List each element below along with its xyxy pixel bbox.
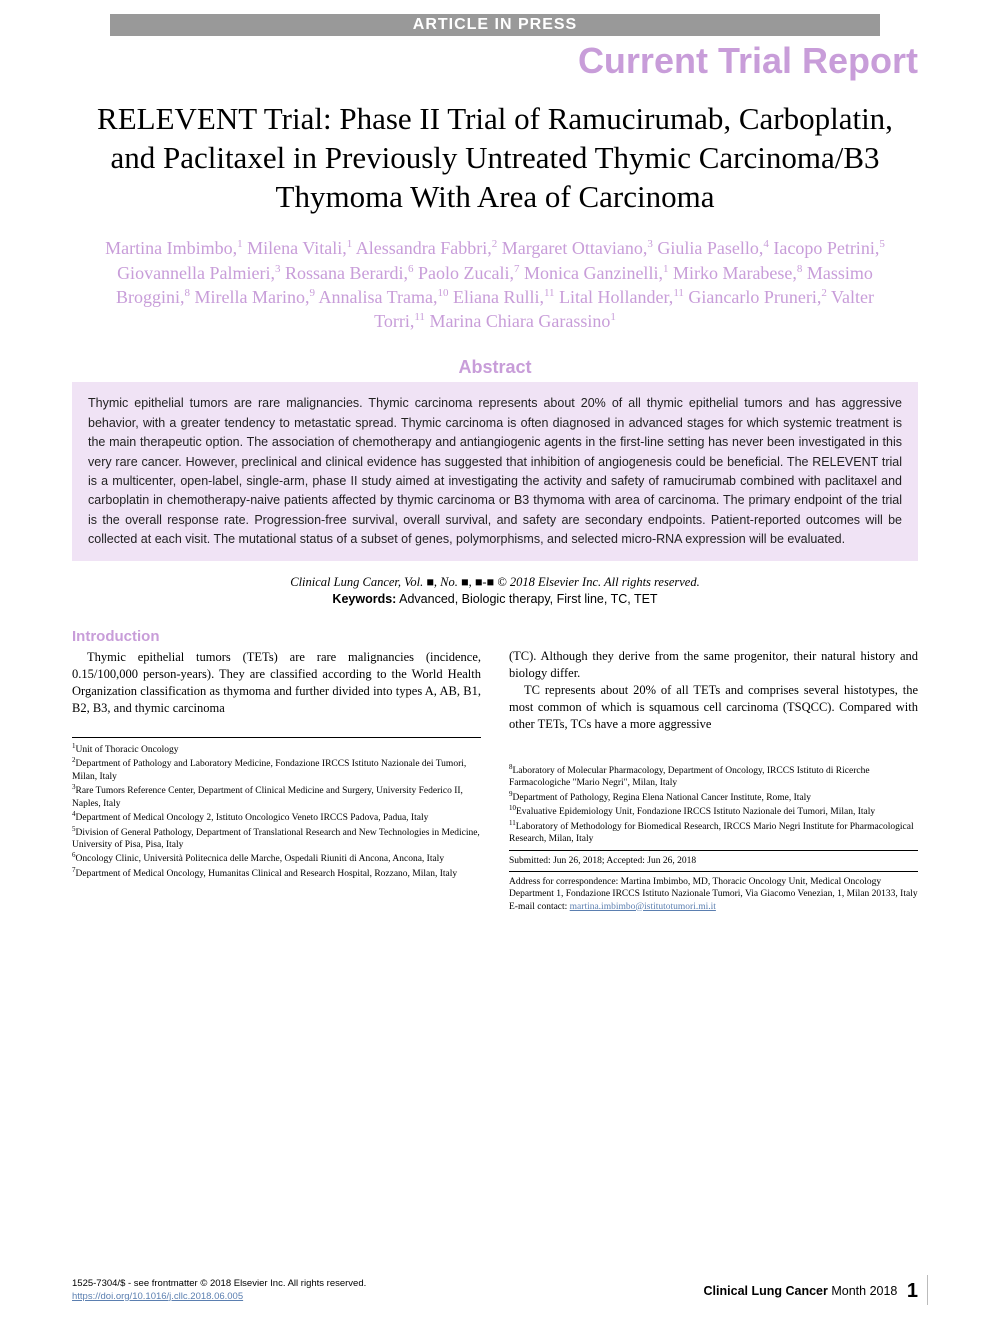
- divider: [509, 871, 918, 872]
- citation-copyright: © 2018 Elsevier Inc. All rights reserved…: [497, 575, 700, 589]
- correspondence-block: Address for correspondence: Martina Imbi…: [509, 876, 918, 913]
- affiliation-item: 9Department of Pathology, Regina Elena N…: [509, 790, 918, 805]
- affiliations-right: 8Laboratory of Molecular Pharmacology, D…: [509, 763, 918, 913]
- intro-para-2: (TC). Although they derive from the same…: [509, 648, 918, 682]
- affiliation-item: 11Laboratory of Methodology for Biomedic…: [509, 819, 918, 846]
- intro-right-text: (TC). Although they derive from the same…: [509, 648, 918, 732]
- email-label: E-mail contact:: [509, 902, 567, 912]
- affiliation-item: 3Rare Tumors Reference Center, Departmen…: [72, 783, 481, 810]
- affiliations-left: 1Unit of Thoracic Oncology2Department of…: [72, 737, 481, 881]
- citation-journal: Clinical Lung Cancer: [290, 575, 398, 589]
- divider: [509, 850, 918, 851]
- affiliation-item: 6Oncology Clinic, Università Politecnica…: [72, 851, 481, 866]
- affiliation-item: 10Evaluative Epidemiology Unit, Fondazio…: [509, 804, 918, 819]
- footer-left: 1525-7304/$ - see frontmatter © 2018 Els…: [72, 1278, 366, 1303]
- footer-journal: Clinical Lung Cancer: [704, 1284, 828, 1298]
- body-two-column: Introduction Thymic epithelial tumors (T…: [72, 628, 918, 912]
- footer-issue: Month 2018: [831, 1284, 897, 1298]
- page-number: 1: [907, 1280, 918, 1302]
- affiliation-item: 2Department of Pathology and Laboratory …: [72, 756, 481, 783]
- intro-left-text: Thymic epithelial tumors (TETs) are rare…: [72, 649, 481, 717]
- keywords-label: Keywords:: [332, 592, 396, 606]
- affiliation-item: 5Division of General Pathology, Departme…: [72, 825, 481, 852]
- affiliation-item: 4Department of Medical Oncology 2, Istit…: [72, 810, 481, 825]
- correspondence-email-link[interactable]: martina.imbimbo@istitutotumori.mi.it: [570, 902, 716, 912]
- affiliation-item: 8Laboratory of Molecular Pharmacology, D…: [509, 763, 918, 790]
- intro-para-1: Thymic epithelial tumors (TETs) are rare…: [72, 649, 481, 717]
- right-column: (TC). Although they derive from the same…: [509, 628, 918, 912]
- citation-vol: Vol. ■, No. ■, ■-■: [404, 575, 494, 589]
- keywords-text: Advanced, Biologic therapy, First line, …: [399, 592, 657, 606]
- introduction-heading: Introduction: [72, 628, 481, 645]
- footer-divider: [927, 1275, 928, 1305]
- page-footer: 1525-7304/$ - see frontmatter © 2018 Els…: [72, 1278, 918, 1303]
- abstract-heading: Abstract: [0, 357, 990, 378]
- issn-line: 1525-7304/$ - see frontmatter © 2018 Els…: [72, 1278, 366, 1290]
- doi-link[interactable]: https://doi.org/10.1016/j.cllc.2018.06.0…: [72, 1291, 243, 1302]
- submission-dates: Submitted: Jun 26, 2018; Accepted: Jun 2…: [509, 855, 918, 867]
- affiliation-item: 1Unit of Thoracic Oncology: [72, 742, 481, 757]
- article-title: RELEVENT Trial: Phase II Trial of Ramuci…: [90, 100, 900, 216]
- keywords-line: Keywords: Advanced, Biologic therapy, Fi…: [72, 592, 918, 606]
- correspondence-text: Address for correspondence: Martina Imbi…: [509, 877, 918, 899]
- footer-right: Clinical Lung Cancer Month 2018 1: [704, 1280, 918, 1303]
- abstract-box: Thymic epithelial tumors are rare malign…: [72, 382, 918, 561]
- affiliation-item: 7Department of Medical Oncology, Humanit…: [72, 866, 481, 881]
- left-column: Introduction Thymic epithelial tumors (T…: [72, 628, 481, 912]
- citation-line: Clinical Lung Cancer, Vol. ■, No. ■, ■-■…: [72, 575, 918, 590]
- report-type-heading: Current Trial Report: [0, 40, 918, 82]
- authors-list: Martina Imbimbo,1 Milena Vitali,1 Alessa…: [90, 236, 900, 333]
- intro-para-3: TC represents about 20% of all TETs and …: [509, 682, 918, 733]
- article-in-press-banner: ARTICLE IN PRESS: [110, 14, 880, 36]
